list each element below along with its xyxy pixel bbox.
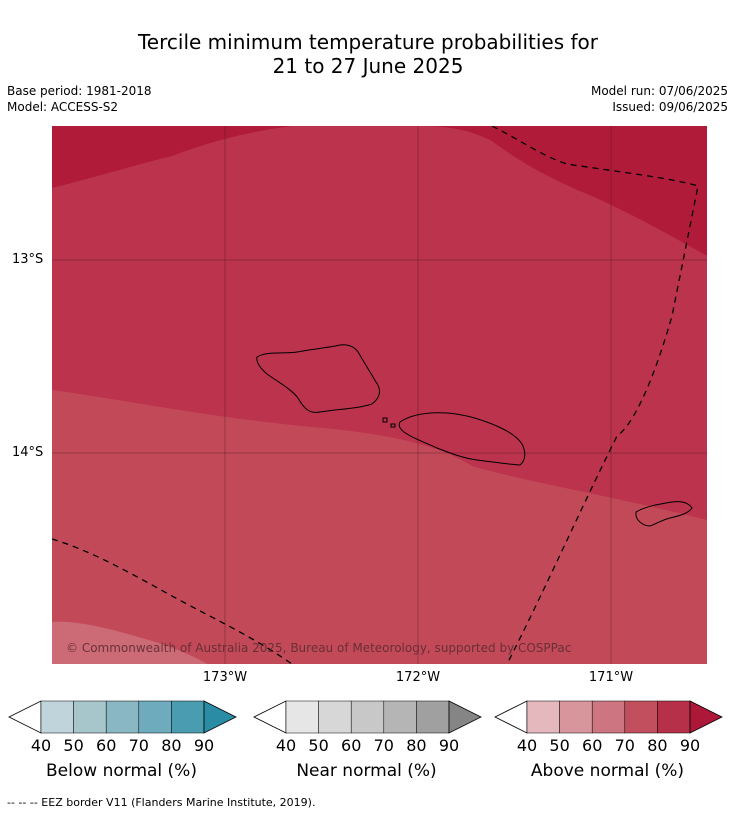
island-tutuila — [635, 501, 693, 527]
colorbar-tick-label: 50 — [63, 736, 84, 755]
title-line-1: Tercile minimum temperature probabilitie… — [137, 30, 599, 54]
island-savaii — [256, 344, 380, 413]
map-canvas — [52, 126, 707, 664]
colorbar-near-segment — [350, 700, 385, 734]
gridlines — [52, 126, 707, 664]
issued-date: Issued: 09/06/2025 — [612, 100, 728, 114]
colorbar-tick-label: 60 — [96, 736, 117, 755]
colorbar-below — [8, 700, 237, 734]
colorbar-near-under — [253, 700, 287, 734]
colorbar-tick-label: 80 — [647, 736, 668, 755]
eez-border-east — [491, 126, 699, 664]
colorbar-above-under — [494, 700, 528, 734]
band-above-70 — [52, 390, 707, 664]
colorbar-tick-label: 40 — [30, 736, 52, 755]
model-name: Model: ACCESS-S2 — [7, 100, 119, 114]
eez-border-southwest — [52, 538, 293, 664]
map-title: Tercile minimum temperature probabilitie… — [0, 30, 736, 78]
colorbar-tick-label: 90 — [193, 736, 215, 755]
band-above-90-topleft — [52, 126, 292, 188]
colorbar-below-under — [8, 700, 42, 734]
colorbar-above-over — [689, 700, 723, 734]
colorbar-tick-label: 90 — [679, 736, 701, 755]
colorbar-near-over — [448, 700, 482, 734]
colorbar-near-segment — [416, 700, 450, 734]
colorbar-tick-label: 70 — [614, 736, 635, 755]
base-period: Base period: 1981-2018 — [7, 84, 152, 98]
meta-left: Base period: 1981-2018 Model: ACCESS-S2 — [7, 83, 152, 115]
colorbar-tick-label: 60 — [341, 736, 362, 755]
colorbar-below-segment — [171, 700, 205, 734]
colorbar-tick-label: 50 — [308, 736, 329, 755]
colorbar-near — [253, 700, 482, 734]
colorbar-tick-label: 50 — [549, 736, 570, 755]
colorbar-above-segment — [526, 700, 560, 734]
colorbar-tick-label: 80 — [161, 736, 182, 755]
island-manono — [382, 417, 388, 423]
colorbar-above-segment — [624, 700, 658, 734]
band-above-60 — [52, 621, 207, 664]
colorbar-above-title: Above normal (%) — [530, 761, 685, 781]
colorbar-below-segment — [73, 700, 107, 734]
eez-legend-note: -- -- -- EEZ border V11 (Flanders Marine… — [7, 796, 316, 809]
colorbar-below-segment — [138, 700, 172, 734]
eez-borders — [52, 126, 699, 664]
lon-label-171w: 171°W — [588, 670, 634, 685]
colorbar-near-segment — [318, 700, 352, 734]
colorbar-below-over — [203, 700, 237, 734]
lat-label-13s: 13°S — [12, 252, 44, 267]
copyright-notice: © Commonwealth of Australia 2025, Bureau… — [66, 641, 572, 655]
colorbar-below-segment — [105, 700, 140, 734]
islands — [256, 344, 693, 527]
lon-label-173w: 173°W — [202, 670, 248, 685]
colorbar-tick-label: 70 — [373, 736, 394, 755]
model-run: Model run: 07/06/2025 — [590, 84, 728, 98]
colorbar-tick-label: 80 — [406, 736, 427, 755]
colorbar-tick-label: 40 — [516, 736, 538, 755]
lat-label-14s: 14°S — [12, 445, 44, 460]
colorbar-tick-label: 40 — [275, 736, 297, 755]
colorbar-near-segment — [383, 700, 417, 734]
colorbar-above-segment — [657, 700, 691, 734]
colorbar-below-title: Below normal (%) — [46, 761, 197, 781]
colorbar-tick-label: 60 — [582, 736, 603, 755]
colorbar-near-segment — [285, 700, 319, 734]
title-line-2: 21 to 27 June 2025 — [272, 54, 464, 78]
lon-label-172w: 172°W — [395, 670, 441, 685]
meta-right: Model run: 07/06/2025 Issued: 09/06/2025 — [591, 83, 728, 115]
island-upolu — [398, 412, 526, 466]
colorbar-above-segment — [559, 700, 593, 734]
colorbar-above — [494, 700, 723, 734]
colorbar-above-segment — [591, 700, 626, 734]
band-above-90-topright — [422, 126, 707, 256]
island-apolima — [390, 423, 396, 428]
colorbar-tick-label: 90 — [438, 736, 460, 755]
colorbar-below-segment — [40, 700, 74, 734]
colorbar-tick-label: 70 — [128, 736, 149, 755]
colorbar-near-title: Near normal (%) — [296, 761, 437, 781]
